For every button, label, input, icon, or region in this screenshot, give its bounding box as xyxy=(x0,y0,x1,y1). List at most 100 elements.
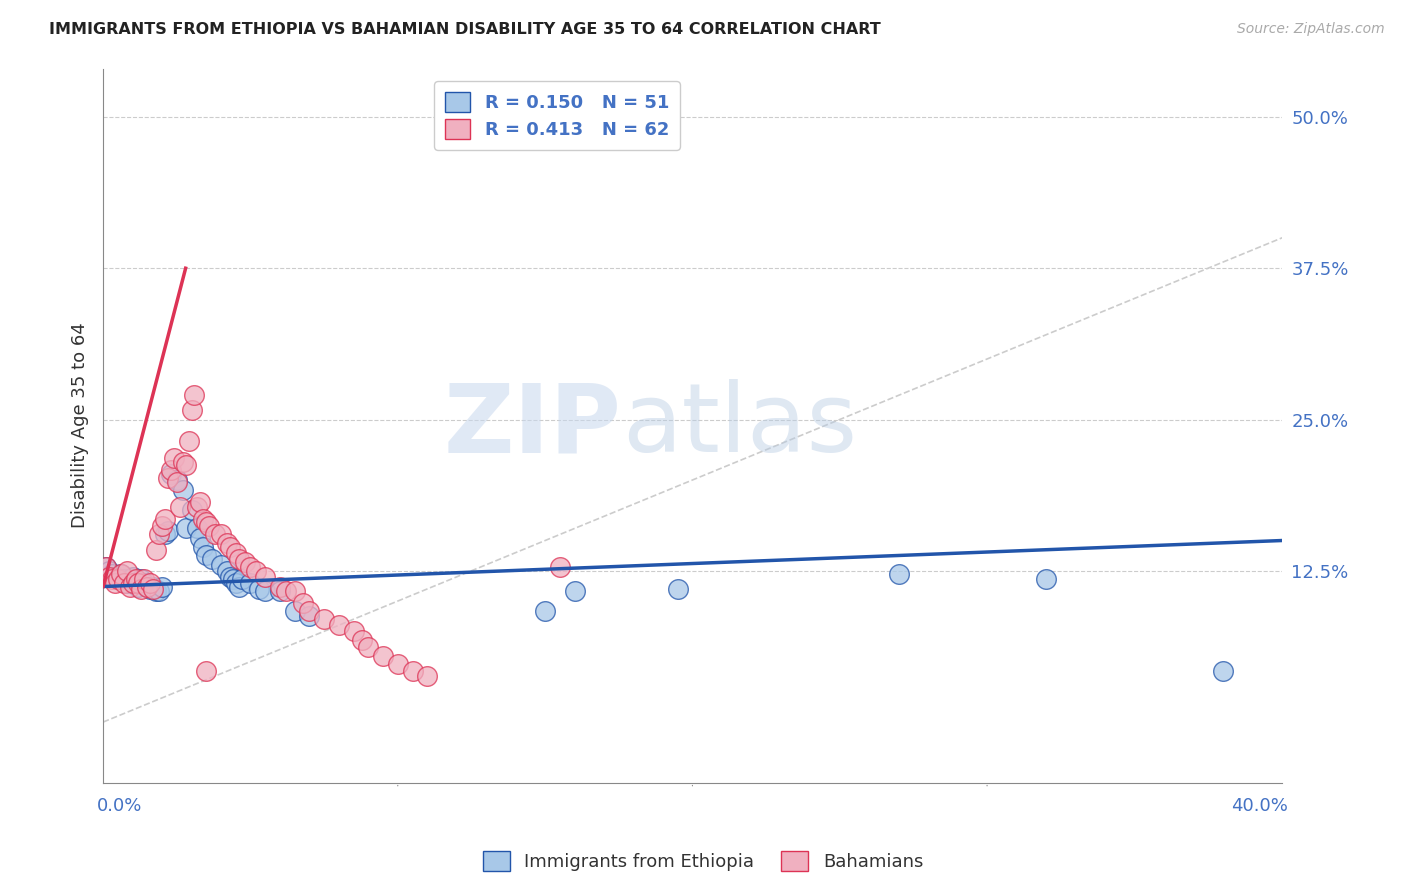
Point xyxy=(195,665,218,679)
Point xyxy=(193,540,215,554)
Point xyxy=(534,604,557,618)
Point xyxy=(228,551,250,566)
Point xyxy=(215,564,238,578)
Point xyxy=(314,612,336,626)
Point xyxy=(163,451,186,466)
Point xyxy=(190,495,212,509)
Point xyxy=(190,531,212,545)
Point xyxy=(101,572,124,586)
Point xyxy=(186,500,208,514)
Point xyxy=(274,584,297,599)
Point xyxy=(131,582,153,596)
Point xyxy=(107,572,129,586)
Point xyxy=(298,608,321,623)
Point xyxy=(94,560,117,574)
Point xyxy=(139,575,162,590)
Point xyxy=(150,519,173,533)
Point xyxy=(121,570,143,584)
Point xyxy=(269,580,291,594)
Point xyxy=(166,475,188,490)
Point xyxy=(186,521,208,535)
Point xyxy=(124,575,146,590)
Point xyxy=(247,582,270,596)
Point xyxy=(284,584,307,599)
Point xyxy=(145,584,167,599)
Point xyxy=(352,632,374,647)
Point xyxy=(225,546,247,560)
Point xyxy=(110,567,132,582)
Point xyxy=(209,558,232,572)
Point xyxy=(127,575,149,590)
Point xyxy=(121,575,143,590)
Point xyxy=(124,572,146,586)
Point xyxy=(150,580,173,594)
Point xyxy=(218,570,240,584)
Point xyxy=(174,521,197,535)
Point xyxy=(887,567,910,582)
Point xyxy=(166,473,188,487)
Point xyxy=(101,567,124,582)
Point xyxy=(153,512,176,526)
Point xyxy=(94,560,117,574)
Point xyxy=(145,543,167,558)
Point xyxy=(342,624,364,639)
Point xyxy=(209,527,232,541)
Point xyxy=(239,575,262,590)
Point xyxy=(142,582,165,596)
Point xyxy=(233,555,256,569)
Text: atlas: atlas xyxy=(621,379,856,472)
Point xyxy=(198,519,221,533)
Point xyxy=(225,575,247,590)
Text: Source: ZipAtlas.com: Source: ZipAtlas.com xyxy=(1237,22,1385,37)
Point xyxy=(169,500,191,514)
Point xyxy=(174,458,197,473)
Y-axis label: Disability Age 35 to 64: Disability Age 35 to 64 xyxy=(72,323,89,528)
Point xyxy=(160,467,183,481)
Point xyxy=(183,388,205,402)
Point xyxy=(1035,572,1057,586)
Point xyxy=(548,560,571,574)
Point xyxy=(148,527,170,541)
Point xyxy=(115,575,138,590)
Point xyxy=(110,567,132,582)
Point xyxy=(134,575,156,590)
Point xyxy=(387,657,409,671)
Point xyxy=(160,463,183,477)
Point xyxy=(228,580,250,594)
Point xyxy=(564,584,586,599)
Point xyxy=(195,548,218,562)
Point xyxy=(153,527,176,541)
Point xyxy=(177,434,200,449)
Point xyxy=(292,597,315,611)
Point xyxy=(218,540,240,554)
Point xyxy=(231,572,253,586)
Point xyxy=(112,572,135,586)
Point xyxy=(1212,665,1234,679)
Point xyxy=(269,584,291,599)
Point xyxy=(104,570,127,584)
Point xyxy=(127,580,149,594)
Point xyxy=(156,524,179,538)
Point xyxy=(357,640,380,654)
Point xyxy=(139,582,162,596)
Point xyxy=(201,551,224,566)
Point xyxy=(180,503,202,517)
Point xyxy=(104,575,127,590)
Point xyxy=(118,580,141,594)
Point xyxy=(215,536,238,550)
Text: 0.0%: 0.0% xyxy=(97,797,142,815)
Point xyxy=(371,648,394,663)
Point xyxy=(134,572,156,586)
Point xyxy=(328,618,350,632)
Point xyxy=(204,527,226,541)
Point xyxy=(254,584,277,599)
Point xyxy=(172,483,194,497)
Point xyxy=(131,572,153,586)
Point xyxy=(136,580,159,594)
Text: 40.0%: 40.0% xyxy=(1230,797,1288,815)
Point xyxy=(98,570,121,584)
Text: IMMIGRANTS FROM ETHIOPIA VS BAHAMIAN DISABILITY AGE 35 TO 64 CORRELATION CHART: IMMIGRANTS FROM ETHIOPIA VS BAHAMIAN DIS… xyxy=(49,22,882,37)
Point xyxy=(284,604,307,618)
Text: ZIP: ZIP xyxy=(444,379,621,472)
Point xyxy=(298,604,321,618)
